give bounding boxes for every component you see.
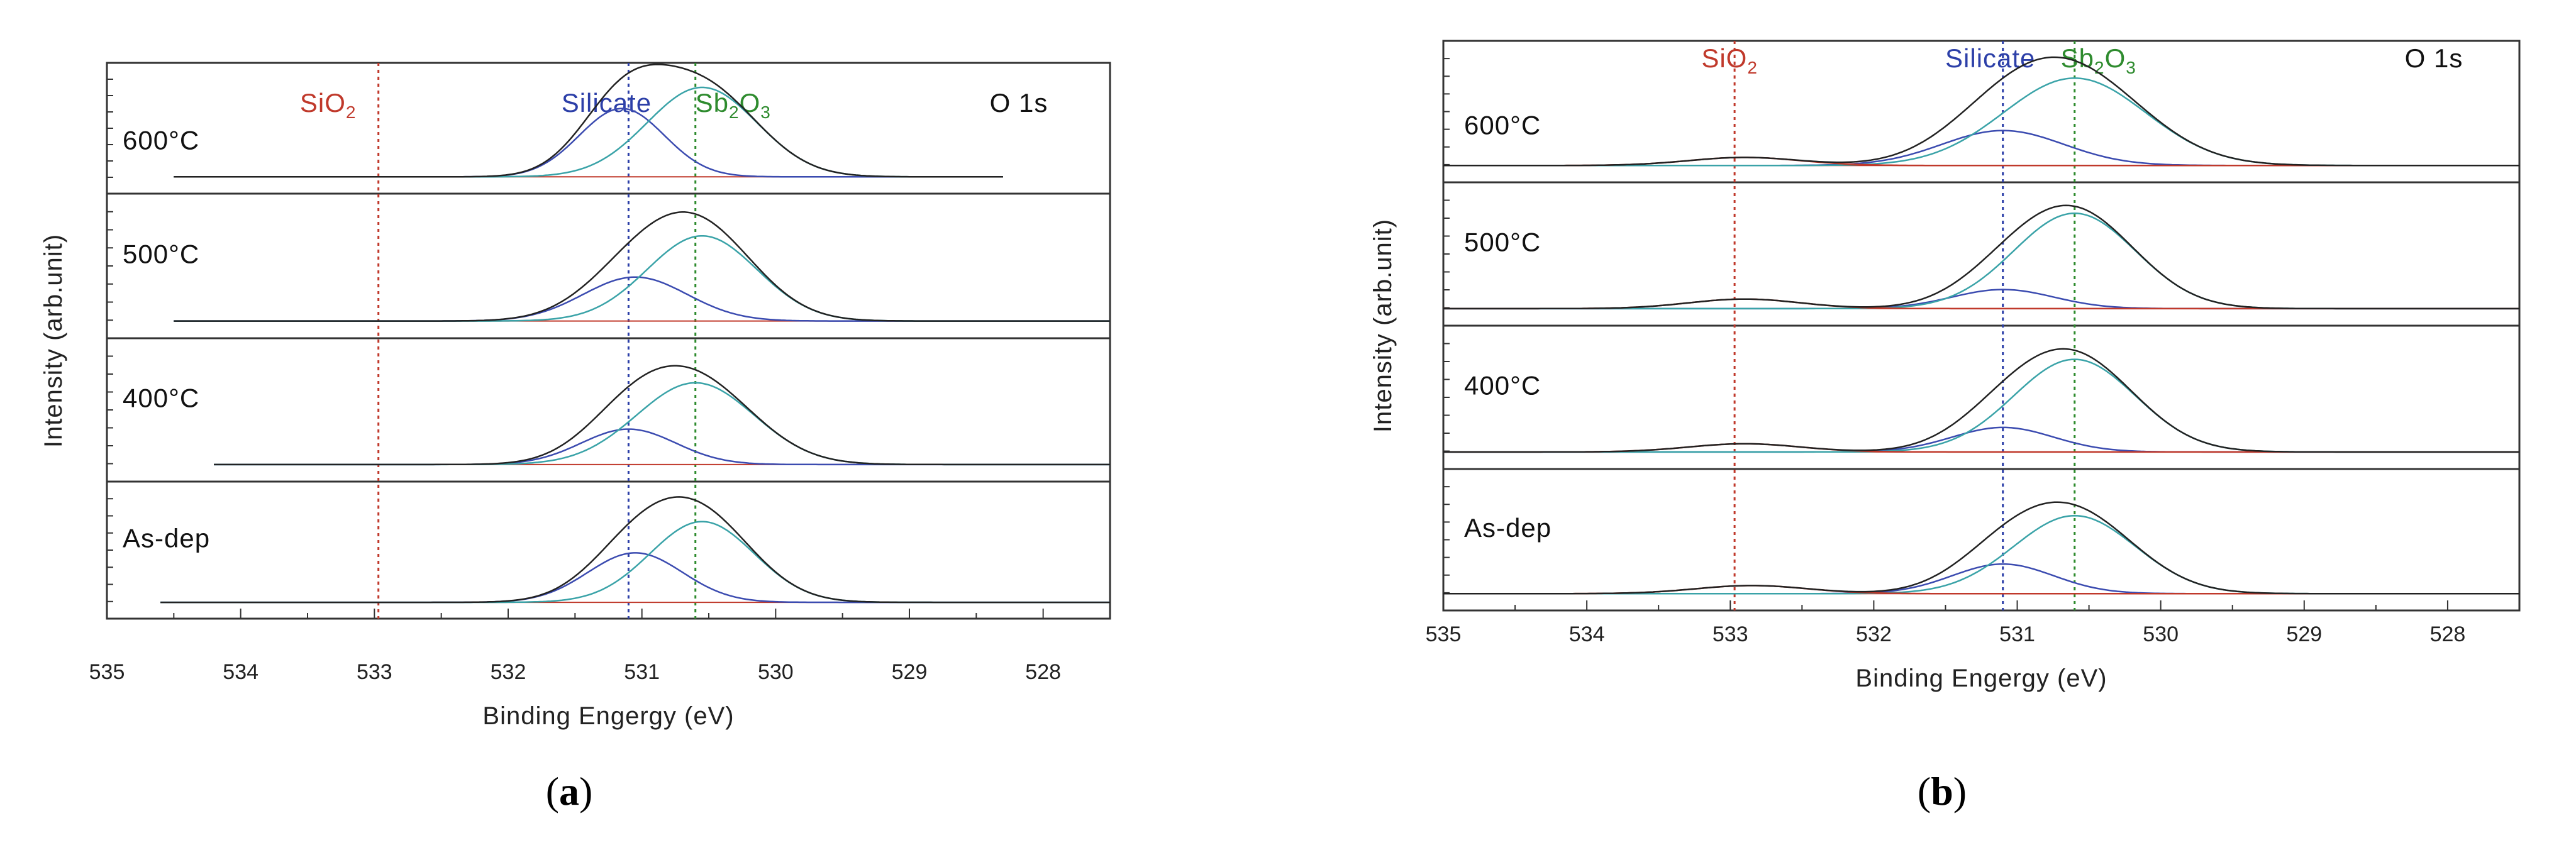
x-tick-label: 530 — [758, 660, 794, 684]
reference-label-rest: O — [740, 88, 761, 118]
panel-label-temp: As-dep — [123, 524, 210, 553]
component-curve-silicate — [1443, 563, 2519, 595]
panel-label-temp: 500 — [1464, 227, 1510, 257]
component-curve-sb2o3 — [214, 382, 1110, 466]
x-tick-label: 534 — [223, 660, 258, 684]
caption-close-paren: ) — [579, 769, 592, 814]
panel-label: 600°C — [123, 125, 199, 155]
reference-label-main: Sb — [696, 88, 729, 118]
panel-label-temp: 500 — [123, 239, 169, 268]
reference-label-sub: 2 — [729, 102, 740, 122]
y-axis-title: Intensity (arb.unit) — [40, 234, 67, 448]
y-axis-title: Intensity (arb.unit) — [1369, 219, 1397, 433]
component-curve-silicate — [214, 428, 1110, 466]
panel-label-temp: 600 — [123, 125, 169, 155]
reference-label-sub2: 3 — [760, 102, 771, 122]
component-curve-sio2 — [1443, 298, 2519, 310]
envelope-curve — [1443, 204, 2519, 310]
component-curve-sio2 — [1443, 443, 2519, 453]
envelope-curve — [174, 211, 1110, 322]
caption-open-paren: ( — [1918, 769, 1931, 814]
component-curve-sb2o3 — [174, 235, 1110, 322]
panel-label-unit: °C — [169, 239, 199, 268]
panel-label-unit: °C — [1510, 111, 1541, 140]
core-level-title: O 1s — [990, 88, 1048, 118]
component-curve-sio2 — [1443, 157, 2519, 167]
panel-label-unit: °C — [1510, 227, 1541, 257]
component-curve-silicate — [160, 552, 1110, 604]
x-axis-title: Binding Engergy (eV) — [482, 702, 734, 730]
x-tick-label: 529 — [2286, 622, 2322, 646]
chart-a: 535 534 533 532 531 530 529 528 Binding Engergy … — [40, 62, 1111, 814]
reference-label: SiO2 — [1701, 43, 1758, 77]
panel-label-unit: °C — [169, 383, 199, 412]
panel-label: 500°C — [1464, 227, 1541, 257]
panel-label: 400°C — [123, 383, 199, 412]
reference-label-main: SiO — [300, 88, 346, 118]
component-curve-sb2o3 — [1443, 515, 2519, 595]
envelope-curve — [1443, 348, 2519, 453]
x-tick-label: 532 — [491, 660, 526, 684]
x-tick-label: 535 — [89, 660, 125, 684]
component-curve-sb2o3 — [1443, 77, 2519, 167]
component-curve-silicate — [1443, 130, 2519, 167]
caption-letter: b — [1931, 769, 1953, 814]
panel-label: As-dep — [123, 524, 210, 553]
panel-label-temp: 600 — [1464, 111, 1510, 140]
x-tick-label: 529 — [892, 660, 928, 684]
reference-label: Silicate — [1945, 43, 2035, 73]
component-curve-sb2o3 — [160, 521, 1110, 604]
reference-label-main: Silicate — [1945, 43, 2035, 73]
subfigure-caption: (a) — [546, 769, 593, 814]
caption-letter: a — [559, 769, 579, 814]
x-tick-label: 531 — [624, 660, 660, 684]
chart-b: 535 534 533 532 531 530 529 528 Binding Engergy … — [1369, 40, 2521, 814]
x-tick-label: 528 — [1025, 660, 1061, 684]
core-level-title: O 1s — [2405, 43, 2463, 73]
x-tick-label: 531 — [1999, 622, 2035, 646]
reference-label-sub: 2 — [346, 102, 357, 122]
panel-label-temp: 400 — [1464, 370, 1510, 400]
reference-label: SiO2 — [300, 88, 357, 122]
panel-label-unit: °C — [1510, 370, 1541, 400]
x-axis-title: Binding Engergy (eV) — [1855, 665, 2107, 692]
reference-label-main: SiO — [1701, 43, 1747, 73]
panel-label-temp: As-dep — [1464, 513, 1552, 543]
reference-label: Sb2O3 — [696, 88, 771, 122]
envelope-curve — [160, 496, 1110, 604]
reference-label-rest: O — [2105, 43, 2126, 73]
x-tick-label: 535 — [1426, 622, 1462, 646]
component-curve-silicate — [1443, 426, 2519, 453]
panel-label: 600°C — [1464, 111, 1541, 140]
component-curve-silicate — [1443, 289, 2519, 310]
caption-open-paren: ( — [546, 769, 559, 814]
panel-label: 500°C — [123, 239, 199, 268]
envelope-curve — [1443, 501, 2519, 595]
x-tick-label: 533 — [1713, 622, 1748, 646]
x-tick-label: 530 — [2143, 622, 2179, 646]
panel-label: 400°C — [1464, 370, 1541, 400]
reference-label-sub: 2 — [1747, 58, 1758, 77]
envelope-curve — [214, 365, 1110, 466]
panel-label: As-dep — [1464, 513, 1552, 543]
x-tick-label: 533 — [357, 660, 392, 684]
panel-label-temp: 400 — [123, 383, 169, 412]
x-tick-label: 534 — [1569, 622, 1605, 646]
x-tick-label: 532 — [1856, 622, 1892, 646]
caption-close-paren: ) — [1953, 769, 1967, 814]
plot-frame — [106, 62, 1111, 620]
component-curve-silicate — [174, 276, 1110, 322]
component-curve-sb2o3 — [1443, 358, 2519, 453]
envelope-curve — [174, 63, 1003, 178]
panel-label-unit: °C — [169, 125, 199, 155]
subfigure-caption: (b) — [1918, 769, 1967, 814]
reference-label-sub: 2 — [2094, 58, 2105, 77]
reference-label-sub2: 3 — [2126, 58, 2136, 77]
envelope-curve — [1443, 56, 2519, 167]
x-tick-label: 528 — [2430, 622, 2466, 646]
component-curve-sio2 — [1443, 585, 2519, 595]
